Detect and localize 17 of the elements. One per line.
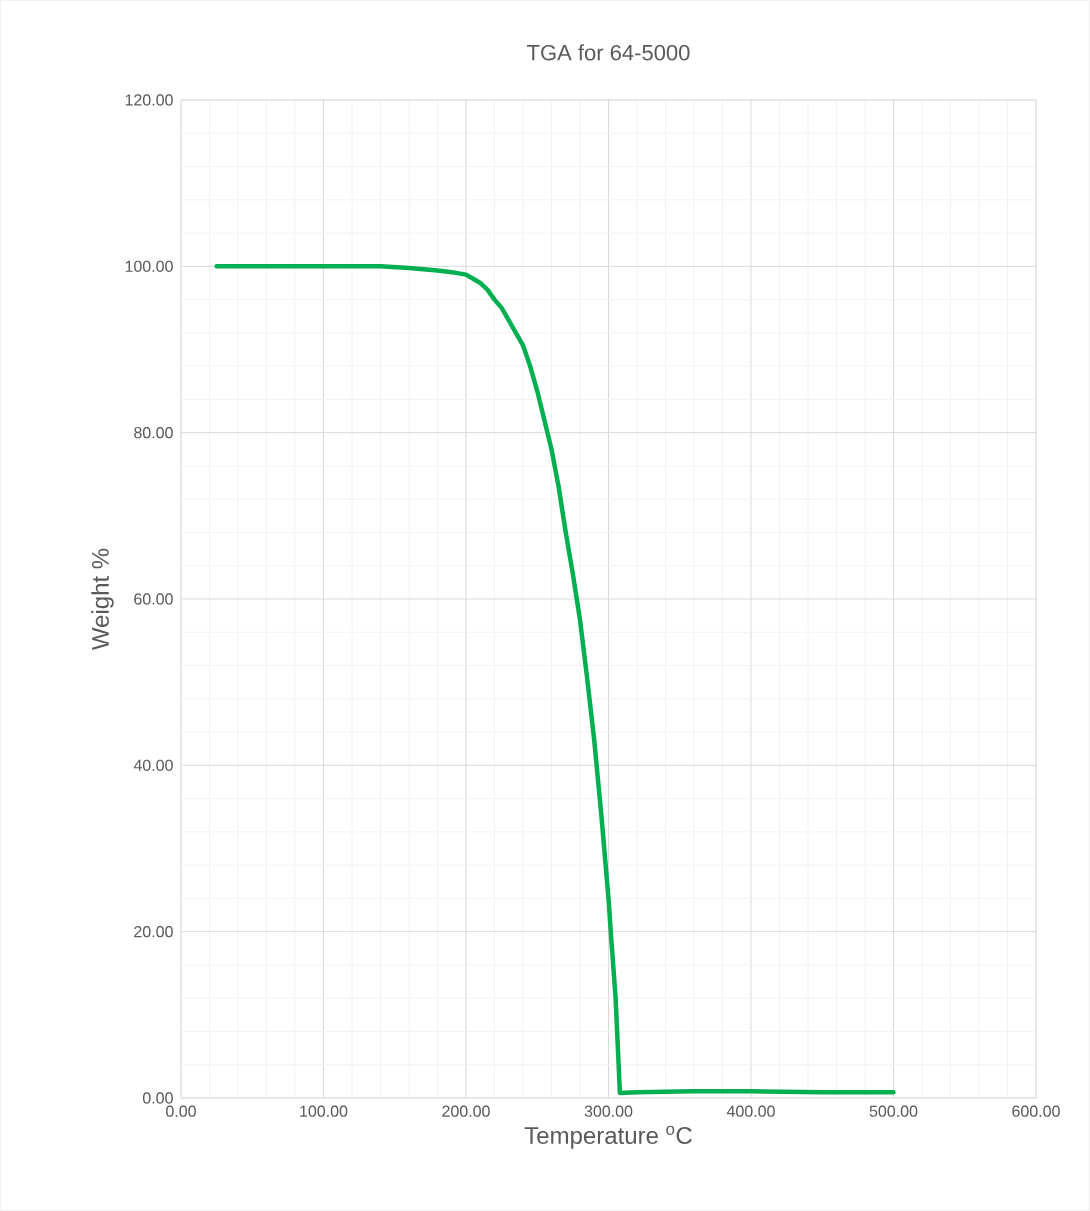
y-tick-label: 80.00 bbox=[134, 427, 173, 439]
x-tick-label: 200.00 bbox=[442, 1105, 490, 1117]
y-tick-label: 60.00 bbox=[134, 593, 173, 605]
x-tick-label: 600.00 bbox=[1012, 1105, 1060, 1117]
x-axis-title: Temperature $^{o}$C bbox=[524, 1125, 692, 1149]
y-tick-label: 20.00 bbox=[134, 926, 173, 938]
x-tick-label: 300.00 bbox=[584, 1105, 633, 1117]
x-tick-label: 0.00 bbox=[166, 1105, 196, 1117]
y-tick-label: 0.00 bbox=[142, 1092, 173, 1104]
chart-title: TGA for 64-5000 bbox=[527, 44, 690, 61]
x-tick-label: 400.00 bbox=[726, 1105, 775, 1117]
y-axis-title: Weight % bbox=[91, 548, 114, 651]
y-tick-label: 120.00 bbox=[125, 94, 173, 106]
x-tick-label: 500.00 bbox=[869, 1105, 918, 1117]
y-tick-label: 100.00 bbox=[125, 260, 173, 272]
x-tick-label: 100.00 bbox=[300, 1105, 348, 1117]
y-tick-label: 40.00 bbox=[133, 759, 173, 771]
